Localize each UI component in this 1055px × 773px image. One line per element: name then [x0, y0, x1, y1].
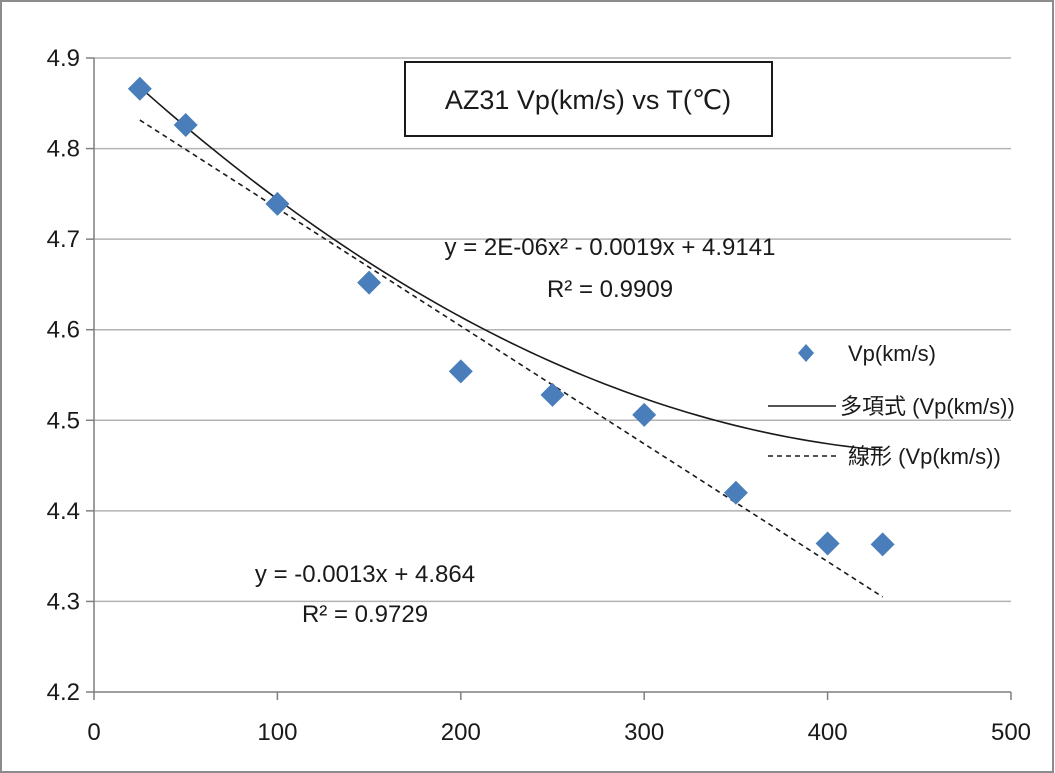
- poly-r2: R² = 0.9909: [547, 276, 673, 303]
- title-frame: [404, 61, 773, 137]
- x-tick-label: 400: [808, 719, 848, 746]
- trendline-linear: [139, 119, 884, 598]
- data-point: [265, 191, 290, 216]
- tick-labels: 4.2 4.3 4.4 4.5 4.6 4.7 4.8 4.9 0 100 200 300 400 500: [47, 45, 1031, 746]
- poly-equation: y = 2E-06x² - 0.0019x + 4.9141: [445, 234, 776, 261]
- data-points: [127, 76, 895, 557]
- y-tick-label: 4.4: [47, 498, 80, 525]
- chart-title: AZ31 Vp(km/s) vs T(℃): [445, 85, 731, 115]
- legend: Vp(km/s) 多項式 (Vp(km/s)) 線形 (Vp(km/s)): [768, 341, 1015, 469]
- linear-equation: y = -0.0013x + 4.864: [255, 561, 475, 588]
- data-point: [632, 402, 657, 427]
- axes: [86, 57, 1012, 700]
- data-point: [357, 270, 382, 295]
- trendline-polynomial: [139, 86, 883, 452]
- legend-label-series: Vp(km/s): [848, 341, 936, 366]
- legend-marker-diamond: [798, 344, 814, 362]
- y-tick-label: 4.2: [47, 679, 80, 706]
- legend-label-linear: 線形 (Vp(km/s)): [848, 444, 1001, 469]
- y-tick-label: 4.5: [47, 407, 80, 434]
- data-point: [723, 480, 748, 505]
- y-tick-label: 4.7: [47, 226, 80, 253]
- x-tick-label: 100: [257, 719, 297, 746]
- data-point: [870, 532, 895, 557]
- linear-r2: R² = 0.9729: [302, 601, 428, 628]
- y-tick-label: 4.9: [47, 45, 80, 72]
- data-point: [173, 113, 198, 138]
- y-tick-label: 4.3: [47, 588, 80, 615]
- x-tick-label: 200: [441, 719, 481, 746]
- x-tick-label: 0: [87, 719, 100, 746]
- trendlines: [139, 86, 884, 598]
- data-point: [448, 359, 473, 384]
- data-point: [127, 76, 152, 101]
- data-point: [540, 382, 565, 407]
- legend-label-polynomial: 多項式 (Vp(km/s)): [840, 394, 1015, 419]
- data-point: [815, 531, 840, 556]
- x-tick-label: 500: [991, 719, 1031, 746]
- gridlines: [94, 57, 1011, 603]
- x-tick-label: 300: [624, 719, 664, 746]
- y-tick-label: 4.8: [47, 136, 80, 163]
- y-tick-label: 4.6: [47, 317, 80, 344]
- chart-title-box: AZ31 Vp(km/s) vs T(℃): [404, 61, 773, 137]
